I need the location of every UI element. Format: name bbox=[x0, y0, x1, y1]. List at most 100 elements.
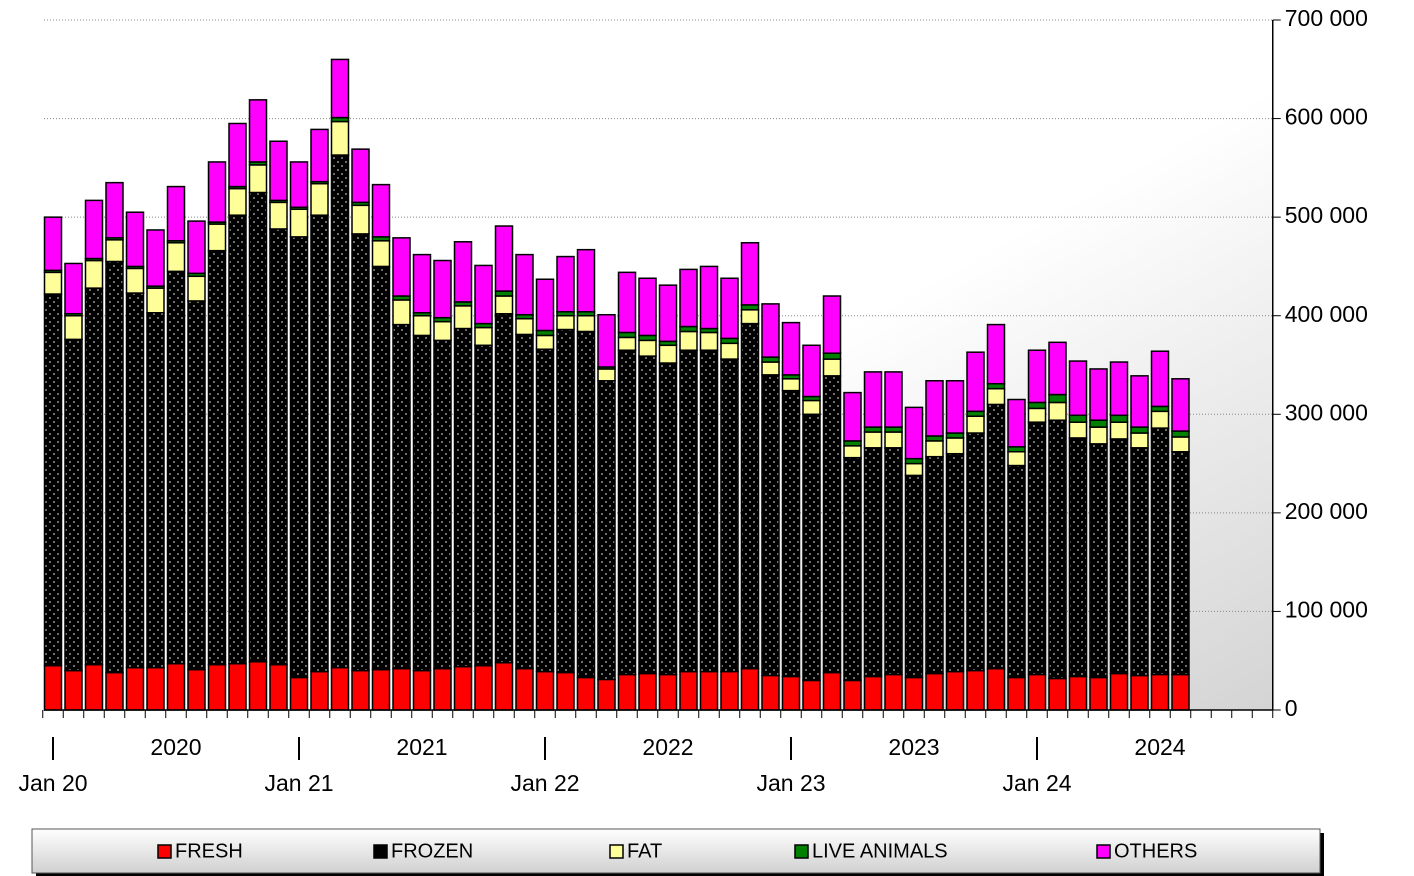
bar-segment bbox=[863, 447, 883, 678]
y-tick-label: 400 000 bbox=[1285, 301, 1368, 327]
bar-segment bbox=[781, 378, 801, 392]
bar-segment bbox=[863, 371, 883, 428]
bar-segment bbox=[617, 336, 637, 351]
bar-segment bbox=[351, 669, 370, 711]
bar-segment bbox=[740, 667, 760, 711]
bar-segment bbox=[802, 413, 821, 682]
bar-segment bbox=[1007, 450, 1026, 467]
bar-segment bbox=[945, 670, 965, 711]
bar-segment bbox=[720, 670, 739, 711]
bar-segment bbox=[904, 474, 924, 679]
bar-segment bbox=[679, 349, 698, 673]
bar-segment bbox=[166, 662, 186, 711]
bar-segment bbox=[64, 669, 83, 711]
bar-segment bbox=[945, 437, 965, 455]
bar-segment bbox=[351, 148, 370, 204]
bar-segment bbox=[453, 241, 473, 303]
bar-segment bbox=[535, 348, 555, 673]
bar-segment bbox=[966, 432, 985, 672]
bar-segment bbox=[699, 670, 719, 711]
x-tick-label: Jan 20 bbox=[18, 770, 87, 796]
bar-segment bbox=[105, 260, 124, 674]
bar-segment bbox=[1150, 673, 1170, 711]
bar-segment bbox=[1089, 368, 1108, 421]
bar-segment bbox=[187, 220, 206, 275]
bar-segment bbox=[1027, 401, 1047, 410]
bar-segment bbox=[863, 675, 883, 711]
legend-swatch bbox=[373, 844, 388, 859]
bar-segment bbox=[843, 391, 862, 442]
bar-segment bbox=[1150, 427, 1170, 676]
bar-segment bbox=[371, 240, 391, 268]
bar-segment bbox=[105, 181, 124, 239]
bar-segment bbox=[453, 327, 473, 668]
bar-segment bbox=[43, 216, 63, 272]
bar-segment bbox=[248, 164, 268, 194]
bar-segment bbox=[1027, 673, 1047, 711]
bar-segment bbox=[166, 242, 186, 273]
bar-segment bbox=[884, 447, 903, 676]
bar-segment bbox=[371, 183, 391, 238]
bar-segment bbox=[1089, 676, 1108, 711]
bar-segment bbox=[556, 314, 575, 331]
bar-segment bbox=[1027, 421, 1047, 676]
bar-segment bbox=[1109, 421, 1129, 440]
bar-segment bbox=[597, 368, 616, 382]
bar-segment bbox=[43, 271, 63, 295]
bar-segment bbox=[597, 380, 616, 681]
bar-segment bbox=[576, 330, 596, 679]
bar-segment bbox=[228, 214, 247, 665]
bar-segment bbox=[64, 262, 83, 315]
bar-segment bbox=[597, 678, 616, 711]
bar-segment bbox=[1171, 430, 1190, 438]
bar-segment bbox=[289, 236, 309, 679]
bar-segment bbox=[966, 669, 985, 711]
bar-segment bbox=[576, 248, 596, 313]
bar-segment bbox=[84, 663, 104, 711]
bar-segment bbox=[925, 440, 944, 458]
bar-segment bbox=[310, 182, 329, 216]
legend-label: FRESH bbox=[175, 840, 243, 862]
bar-segment bbox=[761, 374, 780, 677]
bar-segment bbox=[1068, 437, 1088, 678]
y-tick-label: 100 000 bbox=[1285, 597, 1368, 623]
bar-segment bbox=[638, 339, 657, 357]
bar-segment bbox=[617, 349, 637, 676]
legend-swatch bbox=[794, 844, 809, 859]
bar-segment bbox=[822, 671, 842, 711]
bar-segment bbox=[412, 253, 432, 314]
bar-segment bbox=[64, 338, 83, 672]
bar-segment bbox=[986, 323, 1006, 385]
bar-segment bbox=[187, 275, 206, 302]
bar-segment bbox=[679, 670, 698, 711]
bar-segment bbox=[453, 305, 473, 330]
bar-segment bbox=[228, 662, 247, 711]
bar-segment bbox=[556, 671, 575, 711]
bar-segment bbox=[884, 371, 903, 428]
bar-segment bbox=[269, 201, 288, 230]
bar-segment bbox=[330, 120, 350, 156]
bar-segment bbox=[125, 292, 145, 669]
bar-segment bbox=[371, 668, 391, 711]
bar-segment bbox=[843, 679, 862, 711]
bar-segment bbox=[576, 314, 596, 333]
bar-segment bbox=[1068, 421, 1088, 439]
y-tick-label: 600 000 bbox=[1285, 104, 1368, 130]
bar-segment bbox=[925, 672, 944, 711]
bar-segment bbox=[494, 295, 514, 315]
bar-segment bbox=[740, 309, 760, 325]
bar-segment bbox=[515, 317, 534, 336]
bar-segment bbox=[207, 161, 227, 223]
bar-segment bbox=[617, 673, 637, 711]
bar-segment bbox=[1007, 676, 1026, 711]
bar-segment bbox=[310, 214, 329, 673]
bar-segment bbox=[146, 666, 165, 711]
bar-segment bbox=[761, 361, 780, 376]
bar-segment bbox=[1130, 674, 1149, 711]
bar-segment bbox=[433, 339, 452, 670]
bar-segment bbox=[474, 264, 493, 325]
bar-segment bbox=[966, 351, 985, 413]
bar-segment bbox=[925, 455, 944, 675]
y-tick-label: 500 000 bbox=[1285, 202, 1368, 228]
